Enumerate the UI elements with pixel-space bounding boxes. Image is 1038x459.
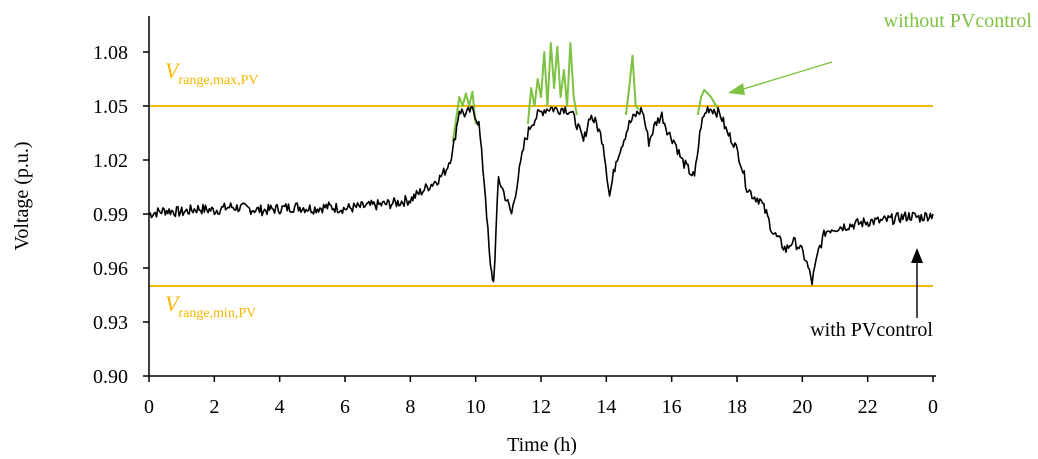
x-tick-label: 22 — [858, 396, 878, 418]
x-tick-label: 18 — [727, 396, 747, 418]
reference-line-label: Vrange,max,PV — [165, 58, 259, 88]
series-line-without-pvcontrol — [451, 42, 719, 143]
x-tick-label: 10 — [466, 396, 486, 418]
y-tick-label: 0.90 — [93, 366, 128, 388]
x-tick-label: 8 — [405, 396, 415, 418]
y-tick-label: 1.05 — [93, 96, 128, 118]
annotation-arrow-with — [911, 248, 923, 318]
x-tick-label: 2 — [209, 396, 219, 418]
x-tick-label: 6 — [340, 396, 350, 418]
x-tick-label: 14 — [596, 396, 616, 418]
y-tick-label: 1.02 — [93, 150, 128, 172]
x-tick-label: 16 — [662, 396, 682, 418]
series-line-with-pvcontrol — [148, 106, 934, 286]
reference-line-labels: Vrange,max,PV Vrange,min,PV — [165, 58, 259, 321]
x-tick-label: 4 — [275, 396, 285, 418]
annotation-without-pvcontrol: without PVcontrol — [884, 10, 1033, 32]
x-axis-title: Time (h) — [507, 434, 577, 456]
annotation-with-pvcontrol: with PVcontrol — [810, 319, 933, 341]
x-tick-label: 20 — [792, 396, 812, 418]
y-tick-label: 1.08 — [93, 42, 128, 64]
x-tick-label: 12 — [531, 396, 551, 418]
y-tick-label: 0.99 — [93, 204, 128, 226]
x-tick-label: 0 — [928, 396, 938, 418]
y-tick-label: 0.96 — [93, 258, 128, 280]
reference-line-label: Vrange,min,PV — [165, 291, 256, 321]
y-tick-label: 0.93 — [93, 312, 128, 334]
series-group — [148, 42, 934, 286]
x-tick-label: 0 — [144, 396, 154, 418]
annotation-arrow-without — [728, 61, 833, 95]
y-axis-title: Voltage (p.u.) — [11, 141, 33, 250]
reference-lines — [149, 105, 933, 287]
x-ticks: 0 2 4 6 8 10 12 14 16 18 20 22 0 — [144, 376, 938, 418]
y-ticks: 0.90 0.93 0.96 0.99 1.02 1.05 1.08 — [93, 42, 149, 388]
